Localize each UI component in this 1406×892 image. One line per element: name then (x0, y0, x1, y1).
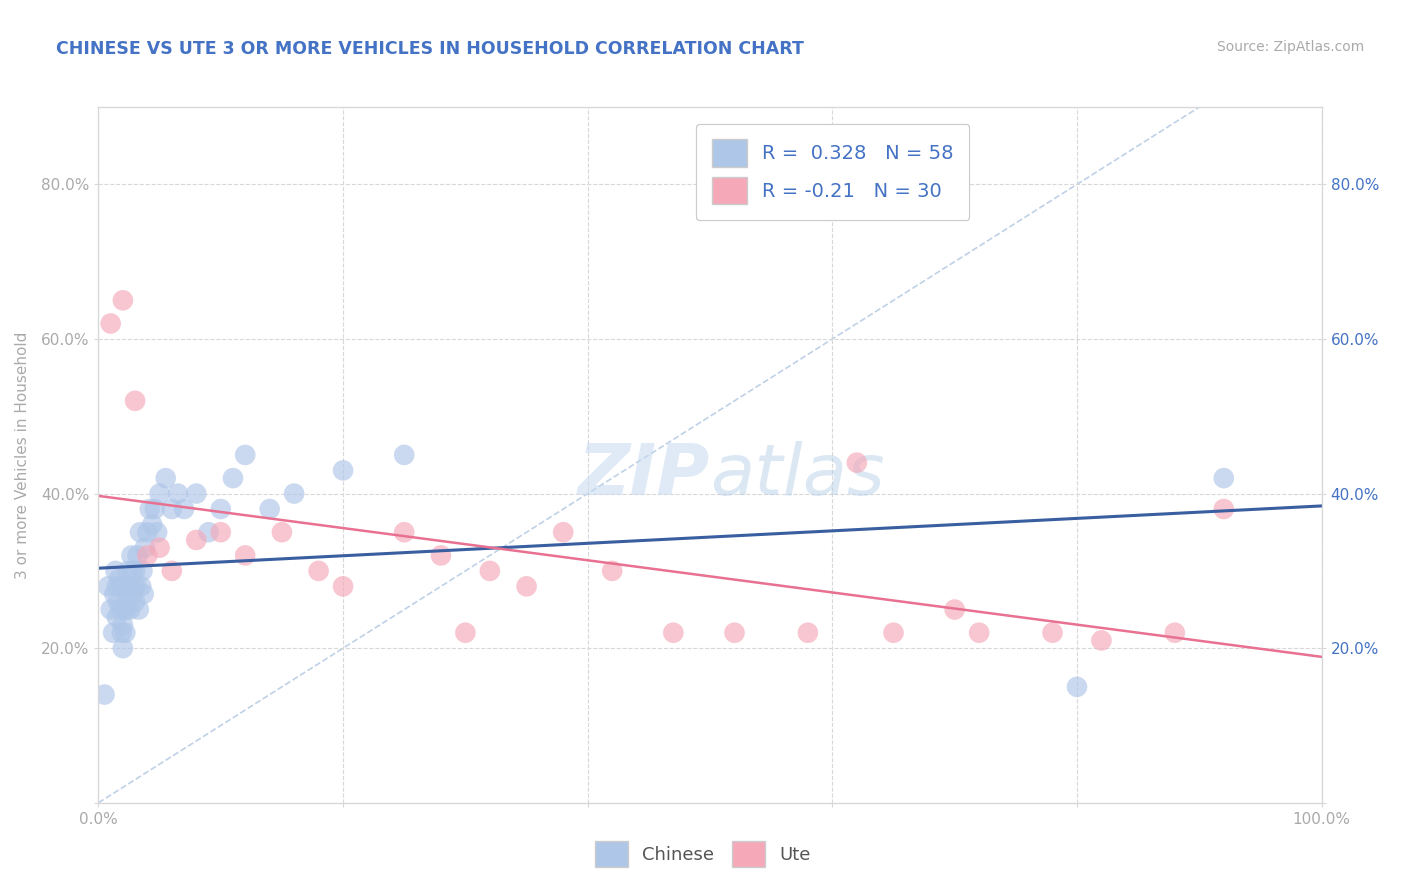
Point (173, 502, 195, 516)
Point (197, 525, 219, 540)
Point (129, 525, 152, 540)
Point (111, 625, 134, 640)
Point (160, 564, 183, 578)
Point (132, 587, 155, 601)
Text: CHINESE VS UTE 3 OR MORE VEHICLES IN HOUSEHOLD CORRELATION CHART: CHINESE VS UTE 3 OR MORE VEHICLES IN HOU… (56, 40, 804, 58)
Point (967, 625, 990, 640)
Point (146, 525, 169, 540)
Point (134, 541, 156, 555)
Y-axis label: 3 or more Vehicles in Household: 3 or more Vehicles in Household (15, 331, 30, 579)
Point (103, 587, 125, 601)
Point (1066, 680, 1088, 694)
Point (108, 572, 131, 586)
Point (308, 564, 330, 578)
Point (110, 602, 132, 616)
Point (139, 502, 162, 516)
Point (1090, 633, 1112, 648)
Text: Source: ZipAtlas.com: Source: ZipAtlas.com (1216, 40, 1364, 54)
Point (121, 564, 143, 578)
Point (93, 688, 115, 702)
Point (111, 618, 134, 632)
Point (114, 625, 136, 640)
Point (430, 549, 453, 563)
Point (104, 564, 127, 578)
Point (149, 486, 172, 500)
Point (100, 602, 122, 616)
Point (129, 579, 152, 593)
Point (111, 641, 134, 656)
Point (332, 463, 354, 477)
Point (1164, 625, 1187, 640)
Point (259, 502, 281, 516)
Point (1212, 471, 1234, 485)
Legend: Chinese, Ute: Chinese, Ute (588, 834, 818, 874)
Point (515, 579, 537, 593)
Point (186, 533, 208, 547)
Point (723, 625, 745, 640)
Point (115, 602, 138, 616)
Point (131, 564, 153, 578)
Point (120, 549, 142, 563)
Point (797, 625, 820, 640)
Point (222, 471, 245, 485)
Point (120, 602, 142, 616)
Point (107, 595, 129, 609)
Point (100, 317, 122, 331)
Point (160, 502, 183, 516)
Point (454, 625, 477, 640)
Point (115, 587, 138, 601)
Point (110, 579, 132, 593)
Point (283, 486, 305, 500)
Point (553, 525, 575, 540)
Point (662, 625, 685, 640)
Point (101, 625, 124, 640)
Point (127, 549, 149, 563)
Point (122, 579, 145, 593)
Point (1042, 625, 1064, 640)
Text: ZIP: ZIP (578, 442, 710, 510)
Point (167, 486, 190, 500)
Point (124, 595, 146, 609)
Point (124, 564, 146, 578)
Point (114, 579, 136, 593)
Point (883, 625, 905, 640)
Point (186, 486, 208, 500)
Point (112, 602, 135, 616)
Point (97, 579, 120, 593)
Point (392, 525, 416, 540)
Point (845, 456, 868, 470)
Point (233, 549, 256, 563)
Legend: R =  0.328   N = 58, R = -0.21   N = 30: R = 0.328 N = 58, R = -0.21 N = 30 (696, 124, 969, 219)
Point (136, 549, 159, 563)
Point (600, 564, 623, 578)
Point (111, 293, 134, 308)
Point (141, 517, 163, 532)
Point (943, 602, 966, 616)
Point (124, 393, 146, 408)
Point (121, 587, 143, 601)
Point (128, 602, 150, 616)
Point (136, 525, 159, 540)
Point (209, 525, 232, 540)
Point (125, 579, 148, 593)
Point (270, 525, 294, 540)
Text: atlas: atlas (710, 442, 884, 510)
Point (155, 471, 177, 485)
Point (233, 448, 256, 462)
Point (143, 502, 166, 516)
Point (149, 541, 172, 555)
Point (105, 610, 128, 624)
Point (118, 579, 141, 593)
Point (209, 502, 232, 516)
Point (105, 579, 128, 593)
Point (1212, 502, 1234, 516)
Point (392, 448, 416, 462)
Point (117, 564, 139, 578)
Point (332, 579, 354, 593)
Point (478, 564, 501, 578)
